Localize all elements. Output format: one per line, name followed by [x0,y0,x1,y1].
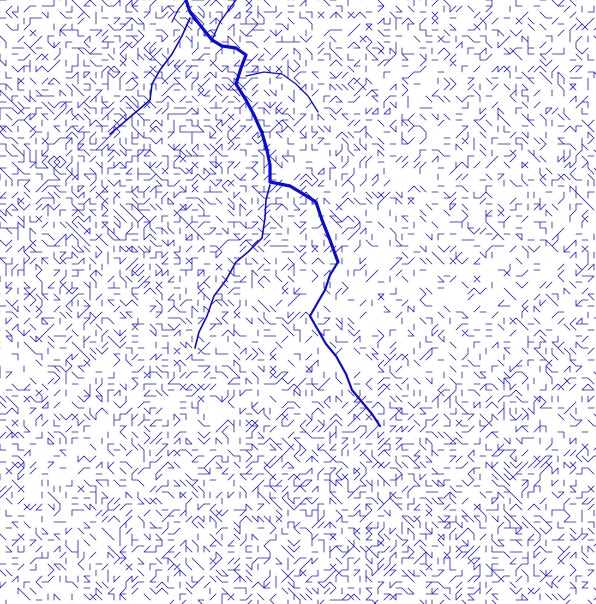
background [0,0,596,604]
river-network [0,0,596,604]
page: (() => { JSON.parse(document.getElementB… [0,0,596,604]
